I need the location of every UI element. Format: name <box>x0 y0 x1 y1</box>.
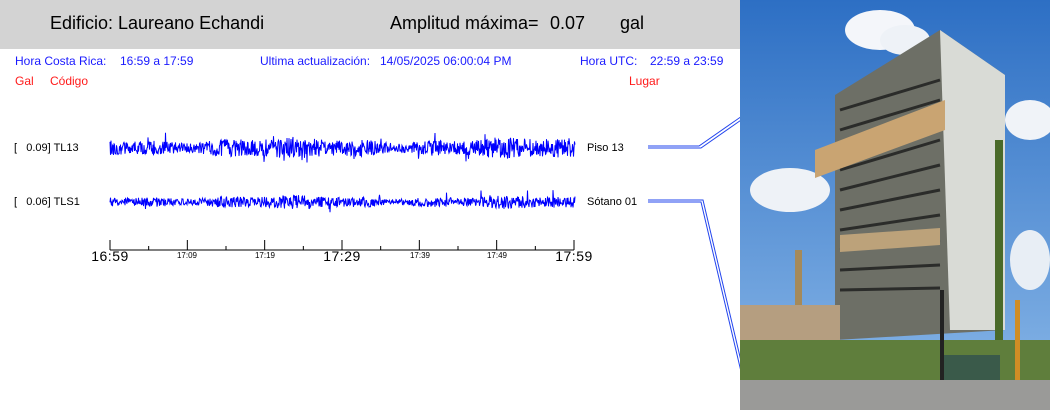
sensor-row-tl13: [ 0.09] TL13 <box>14 142 79 154</box>
waveform-tl13 <box>109 132 576 163</box>
time-tick-major: 17:29 <box>323 248 361 264</box>
time-axis <box>109 240 575 251</box>
column-lugar: Lugar <box>629 74 660 88</box>
header-bar: Edificio: Laureano Echandi Amplitud máxi… <box>0 0 740 49</box>
sensor-peak-value: [ 0.06] <box>14 196 54 208</box>
amplitude-value: 0.07 <box>550 13 586 33</box>
building-photo <box>740 0 1050 410</box>
leader-line-tl13 <box>648 116 740 149</box>
leader-line-tls1 <box>648 199 740 370</box>
seismogram-plot <box>109 116 740 370</box>
update-value: 14/05/2025 06:00:04 PM <box>380 54 512 68</box>
amplitude-unit: gal <box>620 13 645 33</box>
cr-time-value: 16:59 a 17:59 <box>120 54 194 68</box>
sensor-code: TLS1 <box>53 196 80 208</box>
time-tick-minor: 17:19 <box>254 251 276 260</box>
time-tick-minor: 17:09 <box>176 251 198 260</box>
waveform-tls1 <box>109 190 576 213</box>
utc-time-value: 22:59 a 23:59 <box>650 54 724 68</box>
time-tick-major: 16:59 <box>91 248 129 264</box>
update-label: Ultima actualización: <box>260 54 371 68</box>
amplitude-label: Amplitud máxima= <box>390 13 539 33</box>
utc-time-label: Hora UTC: <box>580 54 638 68</box>
sensor-row-tls1: [ 0.06] TLS1 <box>14 196 80 208</box>
sensor-place-tl13: Piso 13 <box>587 142 624 154</box>
column-codigo: Código <box>50 74 89 88</box>
sensor-peak-value: [ 0.09] <box>14 142 54 154</box>
time-tick-minor: 17:39 <box>409 251 431 260</box>
column-gal: Gal <box>15 74 34 88</box>
sensor-place-tls1: Sótano 01 <box>587 196 638 208</box>
building-title: Edificio: Laureano Echandi <box>50 13 265 33</box>
time-tick-major: 17:59 <box>555 248 593 264</box>
sensor-code: TL13 <box>53 142 79 154</box>
time-tick-minor: 17:49 <box>486 251 508 260</box>
cr-time-label: Hora Costa Rica: <box>15 54 107 68</box>
